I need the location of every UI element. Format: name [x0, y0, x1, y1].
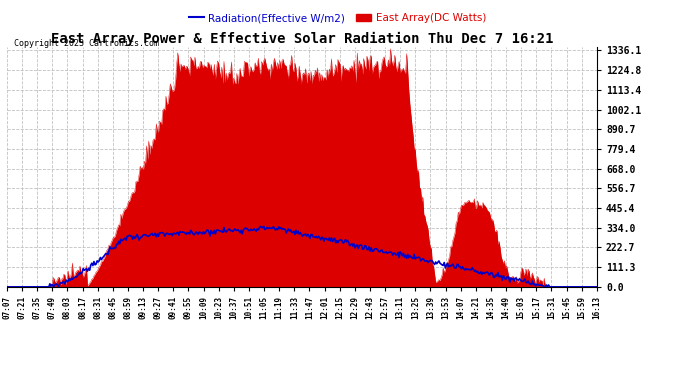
Legend: Radiation(Effective W/m2), East Array(DC Watts): Radiation(Effective W/m2), East Array(DC…	[184, 9, 490, 27]
Title: East Array Power & Effective Solar Radiation Thu Dec 7 16:21: East Array Power & Effective Solar Radia…	[50, 32, 553, 46]
Text: Copyright 2023 Cartronics.com: Copyright 2023 Cartronics.com	[14, 39, 159, 48]
